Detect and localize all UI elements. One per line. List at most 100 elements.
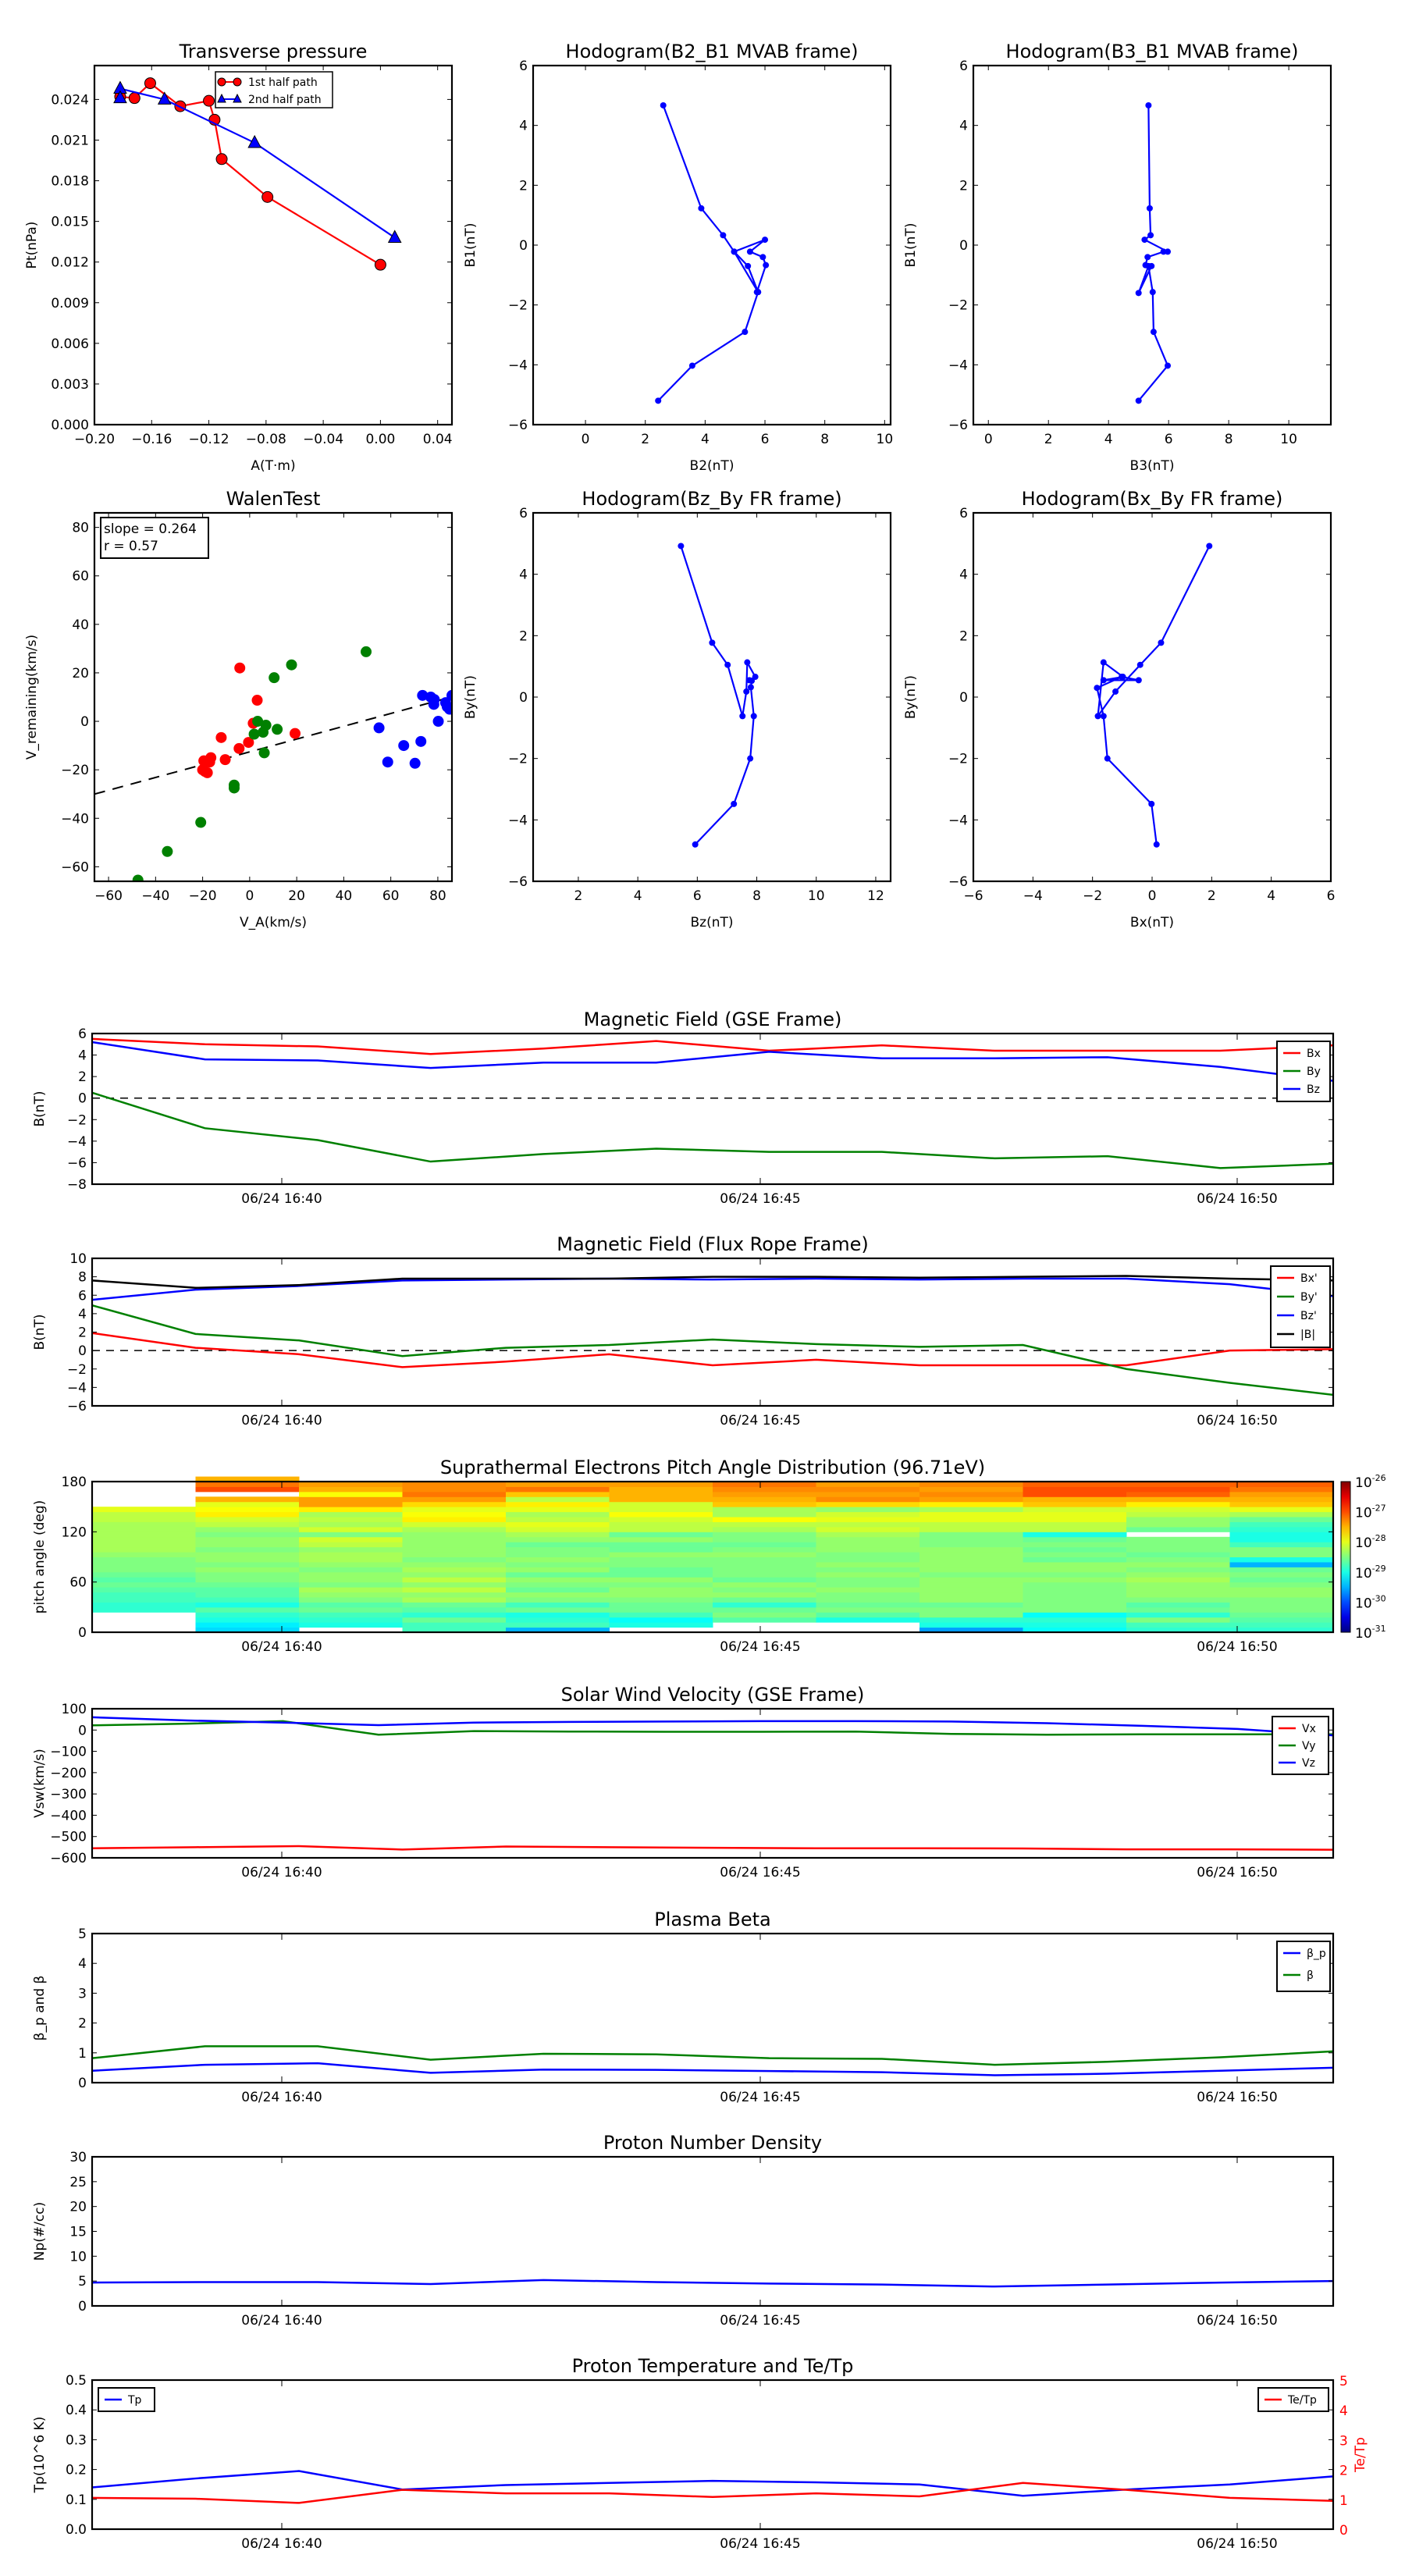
legend-marker	[217, 93, 226, 103]
heatmap-cell	[1229, 1617, 1334, 1623]
heatmap-cell	[402, 1622, 507, 1628]
time-tick-label: 06/24 16:50	[1197, 1191, 1277, 1207]
data-point	[417, 689, 429, 701]
heatmap-cell	[506, 1577, 610, 1583]
heatmap-cell	[816, 1532, 920, 1538]
x-tick-label: −60	[94, 888, 123, 904]
heatmap-cell	[1023, 1622, 1127, 1628]
y-tick-label: 8	[78, 1270, 87, 1286]
heatmap-cell	[195, 1542, 300, 1548]
heatmap-cell	[92, 1511, 196, 1517]
heatmap-cell	[402, 1511, 507, 1517]
y-tick-label: 20	[69, 2200, 87, 2215]
y-tick-label: 2	[78, 1325, 87, 1341]
heatmap-cell	[1023, 1627, 1127, 1633]
heatmap-cell	[1126, 1536, 1230, 1542]
heatmap-cell	[402, 1612, 507, 1618]
heatmap-cell	[299, 1592, 403, 1598]
data-point	[387, 229, 402, 243]
heatmap-cell	[92, 1521, 196, 1528]
plot-frame	[91, 1932, 1335, 2084]
heatmap-cell	[816, 1507, 920, 1513]
data-point	[660, 101, 667, 109]
chart-tp: Proton Temperature and Te/Tp 0.0 0.1 0.2 0.3…	[32, 2355, 1368, 2552]
heatmap-cell	[299, 1511, 403, 1517]
data-point	[755, 289, 762, 296]
y-tick-label: 3	[78, 1986, 87, 2001]
y-tick-label: 0	[78, 1625, 87, 1641]
data-point	[203, 94, 215, 107]
heatmap-cell	[402, 1542, 507, 1548]
heatmap-cell	[919, 1606, 1023, 1613]
data-point	[252, 716, 264, 728]
heatmap-cell	[1126, 1567, 1230, 1573]
heatmap-cell	[713, 1596, 816, 1603]
data-point	[749, 678, 756, 685]
y-tick-label: 20	[72, 666, 89, 681]
heatmap-cell	[1229, 1582, 1334, 1588]
data-point	[1158, 639, 1165, 646]
heatmap-cell	[1023, 1577, 1127, 1583]
heatmap-cell	[816, 1571, 920, 1578]
plot-area	[1135, 101, 1172, 404]
y-tick-label: 25	[69, 2175, 87, 2190]
heatmap-cell	[816, 1567, 920, 1573]
heatmap-cell	[816, 1496, 920, 1503]
heatmap-cell	[816, 1592, 920, 1598]
heatmap-cell	[1023, 1507, 1127, 1513]
heatmap-cell	[402, 1602, 507, 1608]
heatmap-cell	[1126, 1496, 1230, 1503]
heatmap-cell	[919, 1602, 1023, 1608]
heatmap-cell	[816, 1482, 920, 1487]
heatmap-cell	[402, 1571, 507, 1578]
data-point	[1100, 659, 1107, 666]
data-point	[162, 845, 173, 857]
heatmap-cell	[92, 1592, 196, 1598]
heatmap-cell	[1023, 1496, 1127, 1503]
heatmap-cell	[195, 1612, 300, 1618]
heatmap-cell	[713, 1546, 816, 1553]
heatmap-cell	[1126, 1577, 1230, 1583]
y-tick-label: −2	[948, 298, 968, 314]
heatmap-cell	[402, 1521, 507, 1528]
x-axis-label: A(T·m)	[251, 458, 295, 474]
heatmap-cell	[816, 1536, 920, 1542]
x-tick-label: −0.16	[131, 432, 172, 447]
data-point	[720, 232, 727, 239]
heatmap-cell	[713, 1552, 816, 1557]
heatmap-cell	[713, 1536, 816, 1542]
heatmap-cell	[1229, 1567, 1334, 1573]
data-point	[1160, 248, 1167, 255]
y-tick-label: −6	[508, 874, 528, 890]
legend: Vx Vy Vz	[1272, 1716, 1329, 1775]
data-point	[1112, 688, 1119, 695]
y-tick-label: 5	[78, 2274, 87, 2290]
heatmap-cell	[195, 1532, 300, 1538]
heatmap-cell	[92, 1577, 196, 1583]
data-point	[1206, 543, 1213, 550]
heatmap-cell	[1126, 1486, 1230, 1493]
legend-label: 2nd half path	[248, 94, 322, 106]
y-tick-label: 4	[78, 1307, 87, 1322]
heatmap-cell	[506, 1507, 610, 1513]
heatmap-cell	[1229, 1606, 1334, 1613]
plot-frame	[532, 64, 892, 426]
heatmap-cell	[713, 1571, 816, 1578]
heatmap-cell	[609, 1622, 713, 1628]
y-tick-label: −2	[67, 1112, 87, 1128]
y-tick-label: 2	[519, 178, 528, 194]
y-tick-label: 0	[78, 1723, 87, 1738]
series-line-Bx	[92, 1037, 1333, 1055]
heatmap-cell	[1023, 1606, 1127, 1613]
time-tick-label: 06/24 16:40	[241, 2313, 322, 2329]
heatmap-cell	[299, 1612, 403, 1618]
chart-hodo_bx_by: Hodogram(Bx_By FR frame) −6 −4 −2 0 2 4 6 −6 −4 −2…	[903, 488, 1335, 930]
y-tick-label: 0	[519, 238, 528, 254]
data-point	[261, 190, 274, 203]
data-point	[243, 737, 254, 749]
plot-area	[113, 77, 402, 271]
y-tick-label: 6	[519, 59, 528, 74]
data-point	[1147, 232, 1154, 239]
data-point	[215, 731, 227, 743]
heatmap-cell	[299, 1587, 403, 1593]
